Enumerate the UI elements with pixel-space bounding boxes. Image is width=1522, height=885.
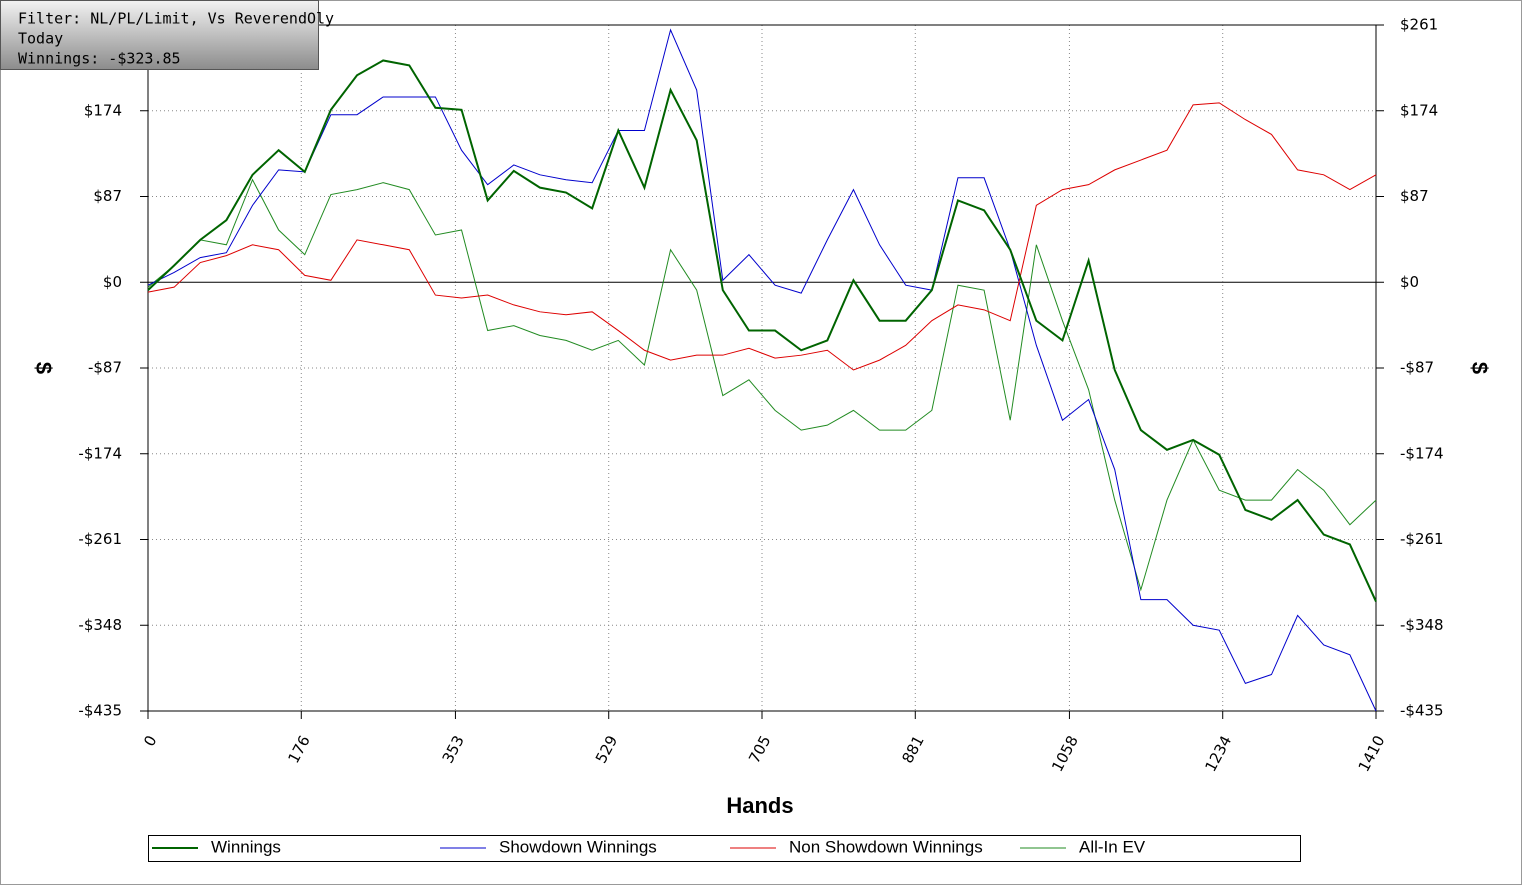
- y2-tick-label: -$261: [1400, 530, 1444, 548]
- y2-tick-label: -$174: [1400, 444, 1444, 462]
- series-line: [147, 102, 1377, 371]
- legend-box: [148, 835, 1301, 862]
- x-axis-title: Hands: [726, 793, 793, 818]
- filter-text: Filter: NL/PL/Limit, Vs ReverendOly: [18, 10, 334, 28]
- y2-tick-label: $87: [1400, 187, 1429, 205]
- filter-text: Today: [18, 30, 63, 48]
- y2-tick-label: -$87: [1400, 359, 1434, 377]
- legend-label: All-In EV: [1079, 837, 1146, 856]
- plot-border: [147, 24, 1377, 712]
- filter-text: Winnings: -$323.85: [18, 50, 181, 68]
- legend-label: Non Showdown Winnings: [789, 837, 983, 856]
- y2-tick-label: -$435: [1400, 702, 1444, 720]
- y-tick-label: $174: [84, 101, 122, 119]
- y-axis-title: $: [31, 362, 56, 374]
- series-line: [147, 178, 1377, 592]
- filter-box: Filter: NL/PL/Limit, Vs ReverendOly Toda…: [0, 0, 334, 70]
- series-line: [147, 28, 1377, 712]
- series-line: [147, 59, 1377, 603]
- filter-background: [0, 0, 319, 70]
- y-tick-label: -$261: [78, 530, 122, 548]
- legend-label: Winnings: [211, 837, 281, 856]
- y-tick-label: -$87: [88, 359, 122, 377]
- y-tick-label: $87: [93, 187, 122, 205]
- y-tick-label: -$174: [78, 444, 122, 462]
- y2-tick-label: $261: [1400, 16, 1438, 34]
- y2-tick-label: $174: [1400, 101, 1438, 119]
- y-tick-label: -$435: [78, 702, 122, 720]
- legend-label: Showdown Winnings: [499, 837, 657, 856]
- y-tick-label: $0: [103, 273, 122, 291]
- y-tick-label: -$348: [78, 616, 122, 634]
- y2-tick-label: -$348: [1400, 616, 1444, 634]
- y2-tick-label: $0: [1400, 273, 1419, 291]
- y2-axis-title: $: [1467, 362, 1492, 374]
